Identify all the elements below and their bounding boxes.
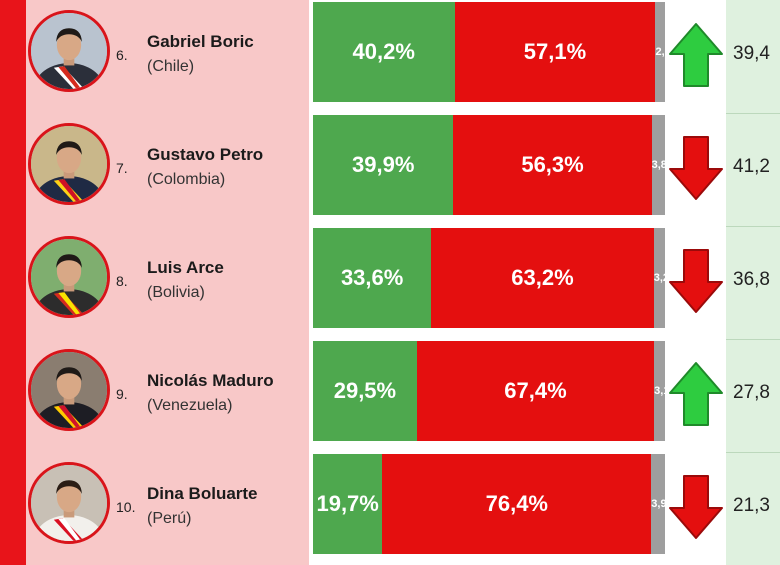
leader-row: 8. Luis Arce (Bolivia) 33,6%63,2%3,2 36,8 xyxy=(0,226,780,339)
leader-name: Gustavo Petro xyxy=(147,145,264,164)
disapproval-bar-segment: 57,1% xyxy=(454,2,656,102)
leader-avatar xyxy=(28,236,110,318)
arrow-down-icon xyxy=(668,248,724,314)
leader-country: (Chile) xyxy=(147,58,195,75)
stacked-bar: 29,5%67,4%3,1 xyxy=(313,341,665,441)
leader-avatar xyxy=(28,10,110,92)
row-divider xyxy=(726,226,780,227)
arrow-down-icon xyxy=(668,135,724,201)
approval-bar-segment: 39,9% xyxy=(313,115,454,215)
leader-avatar xyxy=(28,123,110,205)
approval-bar-segment: 40,2% xyxy=(313,2,455,102)
rank-label: 7. xyxy=(116,160,128,176)
arrow-down-icon xyxy=(668,474,724,540)
approval-bar-segment: 33,6% xyxy=(313,228,432,328)
leader-name: Gabriel Boric xyxy=(147,32,254,51)
stacked-bar: 39,9% 56,3% 3,8 xyxy=(313,115,665,215)
stacked-bar: 40,2%57,1%2,7 xyxy=(313,2,665,102)
leader-country: (Venezuela) xyxy=(147,397,233,414)
other-bar-segment: 3,9 xyxy=(651,454,665,554)
other-bar-segment: 3,2 xyxy=(653,228,665,328)
arrow-up-icon xyxy=(668,22,724,88)
row-divider xyxy=(726,452,780,453)
other-bar-segment: 3,1 xyxy=(654,341,665,441)
arrow-up-icon xyxy=(668,361,724,427)
leader-avatar xyxy=(28,349,110,431)
row-divider xyxy=(726,339,780,340)
row-divider xyxy=(726,113,780,114)
previous-value: 27,8 xyxy=(733,382,770,403)
leader-row: 10. Dina Boluarte (Perú) 19,7% 76,4% 3,9 21,3 xyxy=(0,452,780,565)
leader-avatar xyxy=(28,462,110,544)
leader-name: Dina Boluarte xyxy=(147,484,258,503)
rank-label: 6. xyxy=(116,47,128,63)
leader-name: Nicolás Maduro xyxy=(147,371,274,390)
previous-value: 21,3 xyxy=(733,495,770,516)
rank-label: 9. xyxy=(116,386,128,402)
panel-gap xyxy=(309,0,313,565)
leader-row: 6. Gabriel Boric (Chile) 40,2%57,1%2,7 39,4 xyxy=(0,0,780,113)
other-bar-segment: 3,8 xyxy=(651,115,665,215)
stacked-bar: 19,7% 76,4% 3,9 xyxy=(313,454,665,554)
leader-country: (Colombia) xyxy=(147,171,226,188)
disapproval-bar-segment: 56,3% xyxy=(453,115,652,215)
previous-values-panel xyxy=(726,0,780,565)
accent-strip xyxy=(0,0,26,565)
other-bar-segment: 2,7 xyxy=(655,2,665,102)
leader-country: (Bolivia) xyxy=(147,284,205,301)
approval-bar-segment: 29,5% xyxy=(313,341,417,441)
disapproval-bar-segment: 76,4% xyxy=(382,454,652,554)
stacked-bar: 33,6%63,2%3,2 xyxy=(313,228,665,328)
approval-bar-segment: 19,7% xyxy=(313,454,383,554)
leader-row: 9. Nicolás Maduro (Venezuela) 29,5%67,4%3,1… xyxy=(0,339,780,452)
disapproval-bar-segment: 67,4% xyxy=(416,341,655,441)
leader-country: (Perú) xyxy=(147,510,192,527)
rank-label: 8. xyxy=(116,273,128,289)
previous-value: 39,4 xyxy=(733,43,770,64)
leader-name: Luis Arce xyxy=(147,258,224,277)
rank-label: 10. xyxy=(116,499,136,515)
leader-row: 7. Gustavo Petro (Colombia) 39,9% 56,3% 3,8 41… xyxy=(0,113,780,226)
previous-value: 41,2 xyxy=(733,156,770,177)
previous-value: 36,8 xyxy=(733,269,770,290)
disapproval-bar-segment: 63,2% xyxy=(431,228,654,328)
